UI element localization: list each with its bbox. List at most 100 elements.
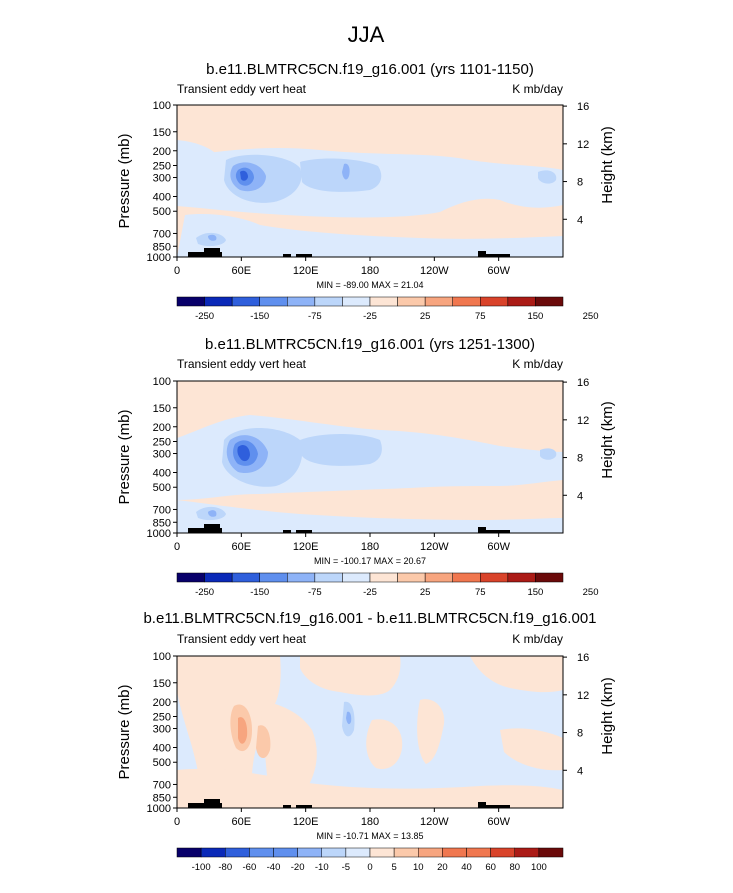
pressure-tick-label: 400 [153,192,171,204]
colorbar-swatch [424,296,453,307]
panel-1-longitude-axis: 0 60E 120E 180 120W 60W [174,257,511,277]
pressure-tick-label: 500 [153,206,171,218]
longitude-tick-label: 180 [361,541,379,553]
colorbar-label: -20 [291,862,305,873]
panel-2-core-4 [208,510,217,517]
colorbar-label: 40 [461,862,472,873]
pressure-tick-label: 700 [153,779,171,791]
panel-1-core-5 [208,234,217,241]
panel-2-y2label: Height (km) [599,401,616,479]
longitude-tick-label: 120E [293,541,319,553]
panel-3-topography-4 [296,805,312,808]
colorbar-swatch [393,847,419,858]
panel-2-height-axis: 16 12 8 4 [563,377,589,502]
colorbar-swatch [342,572,371,583]
colorbar-swatch [297,847,322,858]
longitude-tick-label: 0 [174,541,180,553]
colorbar-label: 20 [437,862,448,873]
panel-3-left-label: Transient eddy vert heat [177,632,307,646]
figure-title: JJA [348,22,385,47]
colorbar-swatch [314,572,343,583]
longitude-tick-label: 60E [232,816,252,828]
colorbar-swatch [538,847,564,858]
panel-1-topography-2 [478,251,486,257]
panel-2: b.e11.BLMTRC5CN.f19_g16.001 (yrs 1251-13… [116,336,616,598]
pressure-tick-label: 700 [153,228,171,240]
colorbar-swatch [507,296,536,307]
colorbar-swatch [535,296,564,307]
panel-1-negative-lower [177,214,563,257]
height-tick-label: 8 [577,177,583,189]
panel-1-cell-b [300,158,382,192]
panel-2-longitude-axis: 0 60E 120E 180 120W 60W [174,533,511,553]
colorbar-swatch [514,847,540,858]
pressure-tick-label: 300 [153,173,171,185]
pressure-tick-label: 100 [153,651,171,663]
colorbar-label: 75 [475,587,486,598]
pressure-tick-label: 200 [153,697,171,709]
panel-3-right-label: K mb/day [512,632,563,646]
pressure-tick-label: 700 [153,504,171,516]
colorbar-swatch [200,847,226,858]
panel-3-y2label: Height (km) [599,677,616,755]
panel-3-height-axis: 16 12 8 4 [563,652,589,777]
colorbar-swatch [466,847,491,858]
colorbar-swatch [204,296,233,307]
pressure-tick-label: 500 [153,482,171,494]
pressure-tick-label: 300 [153,724,171,736]
colorbar-label: 10 [413,862,424,873]
colorbar-swatch [345,847,371,858]
colorbar-swatch [480,572,509,583]
panel-2-topography-3 [283,530,291,533]
panel-2-topography-peak [204,524,220,533]
panel-3-positive-6 [470,656,563,693]
colorbar-swatch [369,847,395,858]
panel-1-colorbar: -250 -150 -75 -25 25 75 150 250 [176,296,599,322]
panel-3-strong-pos [238,717,248,744]
colorbar-label: -80 [218,862,232,873]
panel-2-ylabel: Pressure (mb) [116,409,133,504]
panel-2-cell-c [540,448,557,460]
panel-1-topography-3 [283,254,291,257]
panel-3-neg-core-2 [346,711,352,725]
height-tick-label: 12 [577,139,589,151]
panel-3-positive-4 [366,719,403,770]
pressure-tick-label: 150 [153,127,171,139]
colorbar-swatch [480,296,509,307]
longitude-tick-label: 0 [174,265,180,277]
panel-3-ylabel: Pressure (mb) [116,684,133,779]
panel-1: b.e11.BLMTRC5CN.f19_g16.001 (yrs 1101-11… [116,61,616,322]
panel-1-stats: MIN = -89.00 MAX = 21.04 [316,280,423,290]
colorbar-swatch [369,572,398,583]
panel-2-negative-lower [177,500,563,533]
height-tick-label: 8 [577,728,583,740]
panel-1-left-label: Transient eddy vert heat [177,82,307,96]
colorbar-label: 250 [583,311,599,322]
colorbar-swatch [259,296,288,307]
colorbar-swatch [369,296,398,307]
panel-3-positive-7 [500,728,563,771]
panel-2-topography-4 [296,530,312,533]
pressure-tick-label: 1000 [147,252,171,264]
height-tick-label: 4 [577,214,583,226]
colorbar-swatch [321,847,347,858]
colorbar-label: -250 [195,587,214,598]
colorbar-swatch [231,572,260,583]
panel-3-topography-2 [478,802,486,808]
panel-3-title: b.e11.BLMTRC5CN.f19_g16.001 - b.e11.BLMT… [143,610,596,627]
colorbar-swatch [490,847,515,858]
panel-1-contour-field [177,105,563,257]
panel-3-longitude-axis: 0 60E 120E 180 120W 60W [174,808,511,828]
colorbar-label: 80 [509,862,520,873]
colorbar-label: 25 [420,311,431,322]
height-tick-label: 4 [577,765,583,777]
longitude-tick-label: 120E [293,816,319,828]
panel-1-negative-band-upper [177,140,222,165]
height-tick-label: 16 [577,377,589,389]
height-tick-label: 12 [577,415,589,427]
colorbar-swatch [314,296,343,307]
colorbar-label: -10 [315,862,329,873]
